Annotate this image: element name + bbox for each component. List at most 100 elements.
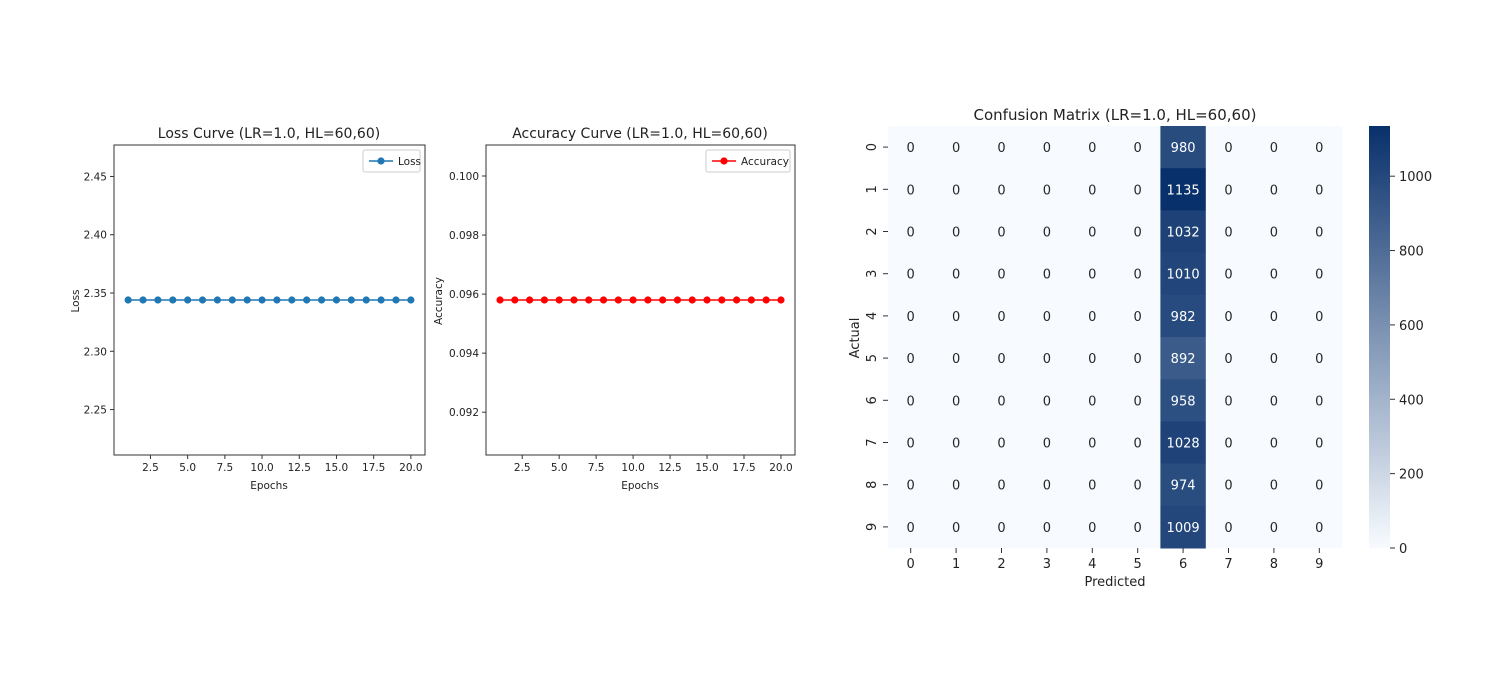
x-tick-label: 20.0 [769, 462, 792, 474]
data-point [273, 296, 281, 304]
cell-value: 0 [1134, 394, 1142, 409]
heatmap-cell [888, 210, 934, 254]
cell-value: 0 [1088, 310, 1096, 325]
cell-value: 0 [1088, 183, 1096, 198]
heatmap-cell [1160, 126, 1207, 169]
cell-value: 0 [1043, 437, 1051, 452]
cell-value: 0 [1134, 141, 1142, 156]
heatmap-cell [1251, 252, 1298, 296]
y-tick-label: 9 [865, 523, 880, 531]
cell-value: 0 [952, 141, 960, 156]
cell-value: 1010 [1167, 268, 1200, 283]
cell-value: 982 [1171, 310, 1196, 325]
x-tick-label: 15.0 [695, 462, 718, 474]
x-tick-label: 5.0 [551, 462, 568, 474]
heatmap-cell [1160, 505, 1207, 549]
data-point [213, 296, 222, 304]
data-point [139, 296, 147, 304]
x-tick-label: 7.5 [217, 462, 234, 474]
accuracy-chart-ylabel: Accuracy [433, 277, 445, 325]
heatmap-cell [978, 168, 1025, 211]
cell-value: 0 [1134, 310, 1142, 325]
data-point [511, 296, 519, 304]
cell-value: 0 [1224, 268, 1232, 283]
heatmap-cell [888, 126, 934, 169]
y-tick-label: 4 [865, 312, 880, 320]
cell-value: 0 [1043, 226, 1051, 241]
data-point [718, 296, 726, 304]
cell-value: 0 [1043, 521, 1051, 536]
heatmap-cell [1251, 126, 1298, 169]
cell-value: 0 [1134, 183, 1142, 198]
colorbar-tick-label: 0 [1399, 542, 1407, 557]
cell-value: 0 [1224, 394, 1232, 409]
heatmap-cell [933, 421, 980, 465]
heatmap-cell [978, 505, 1025, 549]
y-tick-label: 0.094 [449, 348, 479, 360]
x-tick-label: 3 [1043, 557, 1051, 572]
cell-value: 0 [997, 310, 1005, 325]
heatmap-cell [1205, 505, 1252, 549]
heatmap-cell [978, 421, 1025, 465]
heatmap-cell [1115, 505, 1161, 549]
heatmap-cell [1115, 379, 1161, 422]
heatmap-cell [1069, 252, 1116, 296]
x-tick-label: 2 [997, 557, 1005, 572]
y-tick-label: 0 [865, 143, 880, 151]
y-tick-label: 2.40 [84, 230, 107, 242]
heatmap-cell [1205, 294, 1252, 338]
data-point [407, 296, 415, 304]
data-point [347, 296, 355, 304]
cell-value: 0 [1043, 479, 1051, 494]
heatmap-cell [933, 379, 980, 422]
heatmap-cell [1115, 294, 1161, 338]
cell-value: 0 [907, 437, 915, 452]
cell-value: 0 [952, 521, 960, 536]
cell-value: 0 [1270, 226, 1278, 241]
x-tick-label: 8 [1270, 557, 1278, 572]
heatmap-cell [1251, 421, 1298, 465]
y-tick-label: 8 [865, 481, 880, 489]
cell-value: 0 [1224, 183, 1232, 198]
heatmap-cell [1115, 210, 1161, 254]
heatmap-cell [1296, 505, 1343, 549]
cell-value: 0 [1270, 352, 1278, 367]
data-point [392, 296, 400, 304]
cell-value: 1135 [1167, 183, 1200, 198]
heatmap-cell [1069, 210, 1116, 254]
data-point [288, 296, 296, 304]
data-point [629, 296, 637, 304]
cell-value: 0 [952, 310, 960, 325]
data-point [733, 296, 741, 304]
legend-marker [377, 157, 385, 165]
heatmap-cell [1296, 252, 1343, 296]
heatmap-cell [1069, 294, 1116, 338]
heatmap-cell [888, 252, 934, 296]
cell-value: 0 [1043, 141, 1051, 156]
cell-value: 0 [1270, 521, 1278, 536]
cell-value: 0 [1088, 521, 1096, 536]
heatmap-cell [978, 126, 1025, 169]
data-point [540, 296, 548, 304]
cell-value: 1032 [1167, 226, 1200, 241]
heatmap-cell [933, 168, 980, 211]
x-tick-label: 2.5 [142, 462, 159, 474]
cell-value: 974 [1171, 479, 1196, 494]
heatmap-cell [1069, 337, 1116, 380]
loss-chart-xlabel: Epochs [250, 480, 288, 492]
data-point [585, 296, 593, 304]
heatmap-cell [1024, 421, 1071, 465]
cell-value: 0 [1270, 183, 1278, 198]
data-point [184, 296, 192, 304]
loss-chart-ylabel: Loss [70, 289, 82, 312]
heatmap-cell [1296, 126, 1343, 169]
cell-value: 0 [1270, 268, 1278, 283]
heatmap-cell [1115, 337, 1161, 380]
heatmap-cell [1296, 294, 1343, 338]
heatmap-cell [1160, 337, 1207, 380]
legend-label: Loss [398, 156, 421, 168]
x-tick-label: 12.5 [658, 462, 681, 474]
y-tick-label: 0.096 [449, 289, 479, 301]
cell-value: 0 [907, 394, 915, 409]
cell-value: 1009 [1167, 521, 1200, 536]
